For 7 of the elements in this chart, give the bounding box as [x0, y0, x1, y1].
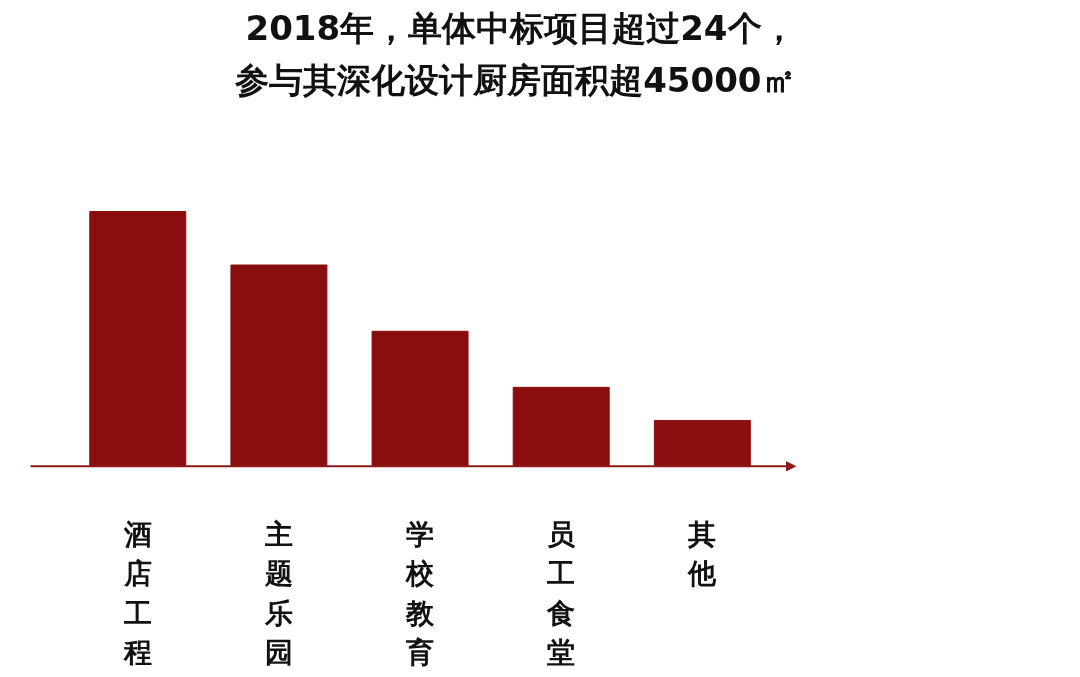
- x-tick-label: 主题乐园: [263, 517, 293, 670]
- x-tick-label: 酒店工程: [122, 517, 152, 670]
- chart-title: 2018年，单体中标项目超过24个，: [245, 7, 796, 48]
- x-tick-label: 员工食堂: [546, 517, 577, 670]
- x-tick-label: 学校教育: [405, 517, 436, 670]
- chart-subtitle: 参与其深化设计厨房面积超45000㎡: [234, 59, 796, 100]
- x-tick-label: 其他: [687, 517, 718, 591]
